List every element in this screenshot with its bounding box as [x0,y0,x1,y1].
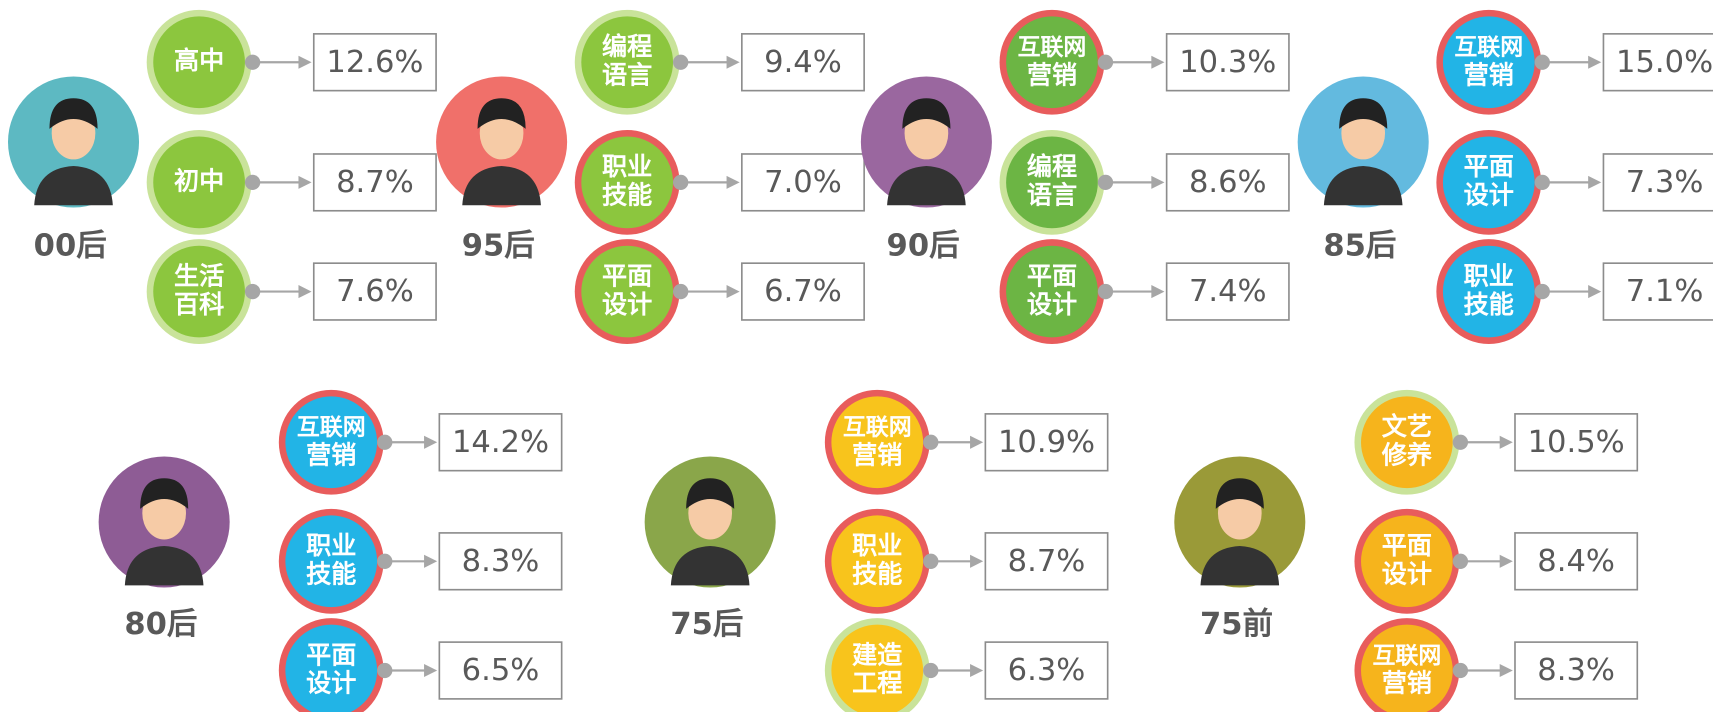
value-label: 10.3% [1179,45,1276,80]
connector-arrow [1500,664,1513,677]
topic-label: 互联网 [843,415,912,441]
value-label: 7.4% [1189,274,1267,309]
topic-label: 技能 [1464,290,1514,319]
connector-arrow [1500,436,1513,449]
topic-label: 营销 [1027,60,1077,89]
topic-label: 初中 [174,166,224,195]
topic-label: 营销 [306,440,356,469]
infographic: 00后高中12.6%初中8.7%生活百科7.6%95后编程语言9.4%职业技能7… [0,0,1713,712]
group-label: 75后 [670,607,743,642]
value-label: 7.0% [764,165,842,200]
topic-label: 编程 [1027,152,1077,181]
topic-label: 设计 [602,290,652,319]
topic-label: 平面 [602,261,652,290]
value-label: 12.6% [326,45,423,80]
value-label: 8.6% [1189,165,1267,200]
topic-label: 平面 [1464,152,1514,181]
value-label: 7.1% [1626,274,1704,309]
topic-label: 职业 [852,531,902,560]
topic-label: 高中 [174,46,224,75]
topic-label: 修养 [1381,440,1433,469]
topic-label: 建造 [852,640,903,669]
group-label: 75前 [1200,607,1273,642]
topic-label: 设计 [1464,181,1514,210]
topic-label: 职业 [306,531,356,560]
topic-label: 平面 [1382,531,1432,560]
value-label: 6.3% [1008,653,1086,688]
topic-label: 文艺 [1382,412,1432,441]
group-label: 95后 [462,228,535,263]
topic-label: 职业 [1464,261,1514,290]
topic-label: 语言 [1027,181,1077,210]
value-label: 8.3% [1537,653,1615,688]
value-label: 10.9% [998,425,1095,460]
topic-label: 互联网 [1454,35,1523,61]
connector-arrow [970,436,983,449]
group-label: 85后 [1323,228,1396,263]
topic-label: 语言 [602,60,652,89]
group-label: 00后 [34,228,107,263]
topic-label: 职业 [602,152,652,181]
topic-label: 编程 [602,32,652,61]
connector-arrow [970,664,983,677]
value-label: 14.2% [452,425,549,460]
connector-arrow [1500,555,1513,568]
topic-label: 设计 [306,669,356,698]
topic-label: 平面 [1027,261,1077,290]
topic-label: 技能 [602,181,652,210]
value-label: 8.4% [1537,544,1615,579]
topic-label: 技能 [852,559,902,588]
group-label: 90后 [887,228,960,263]
value-label: 7.6% [336,274,414,309]
connector-arrow [727,176,740,189]
value-label: 8.7% [1008,544,1086,579]
connector-arrow [1588,285,1601,298]
topic-label: 生活 [174,261,224,290]
value-label: 10.5% [1528,425,1625,460]
value-label: 8.7% [336,165,414,200]
connector-arrow [727,56,740,69]
topic-label: 百科 [174,290,224,319]
topic-label: 工程 [852,669,902,698]
connector-arrow [424,436,437,449]
topic-label: 设计 [1027,290,1077,319]
value-label: 7.3% [1626,165,1704,200]
topic-label: 互联网 [1018,35,1087,61]
topic-label: 设计 [1382,559,1432,588]
connector-arrow [424,555,437,568]
topic-label: 技能 [306,559,356,588]
topic-label: 互联网 [297,415,366,441]
connector-arrow [1151,176,1164,189]
connector-arrow [298,56,311,69]
group-label: 80后 [124,607,197,642]
topic-label: 营销 [1464,60,1514,89]
connector-arrow [298,285,311,298]
connector-arrow [298,176,311,189]
topic-label: 互联网 [1372,643,1441,669]
connector-arrow [727,285,740,298]
connector-arrow [1588,56,1601,69]
connector-arrow [970,555,983,568]
topic-label: 营销 [852,440,902,469]
connector-arrow [1588,176,1601,189]
value-label: 15.0% [1616,45,1713,80]
value-label: 6.5% [462,653,540,688]
topic-label: 平面 [306,640,356,669]
connector-arrow [424,664,437,677]
value-label: 9.4% [764,45,842,80]
connector-arrow [1151,56,1164,69]
connector-arrow [1151,285,1164,298]
page: 00后高中12.6%初中8.7%生活百科7.6%95后编程语言9.4%职业技能7… [0,0,1713,716]
topic-label: 营销 [1382,669,1432,698]
value-label: 8.3% [462,544,540,579]
value-label: 6.7% [764,274,842,309]
